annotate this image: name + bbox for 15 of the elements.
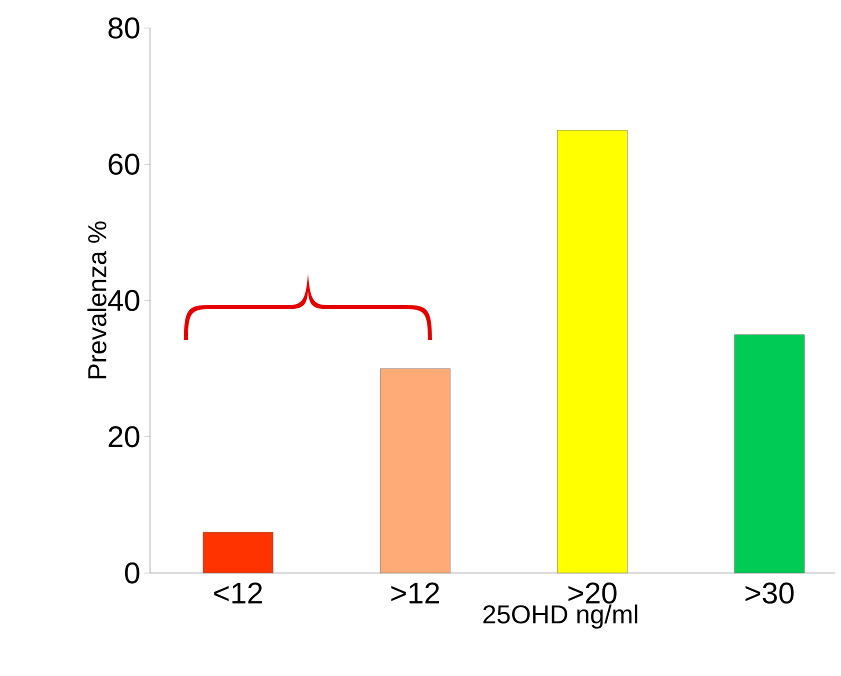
x-tick-label: >12	[391, 582, 440, 604]
y-tick-label: 0	[125, 562, 140, 584]
y-tick-label: 20	[108, 426, 140, 448]
y-tick-label: 60	[108, 154, 140, 175]
x-tick-label: >30	[746, 582, 794, 604]
y-tick-label: 40	[108, 290, 140, 312]
y-axis-title: Prevalenza %	[87, 222, 106, 378]
bar	[734, 334, 805, 574]
x-tick-label: <12	[214, 582, 262, 604]
bar	[202, 532, 274, 574]
bar	[557, 130, 628, 574]
y-tick-label: 80	[108, 17, 140, 39]
bar	[380, 368, 450, 574]
x-axis-title: 25OHD ng/ml	[483, 604, 638, 629]
x-tick-label: >20	[568, 582, 616, 604]
